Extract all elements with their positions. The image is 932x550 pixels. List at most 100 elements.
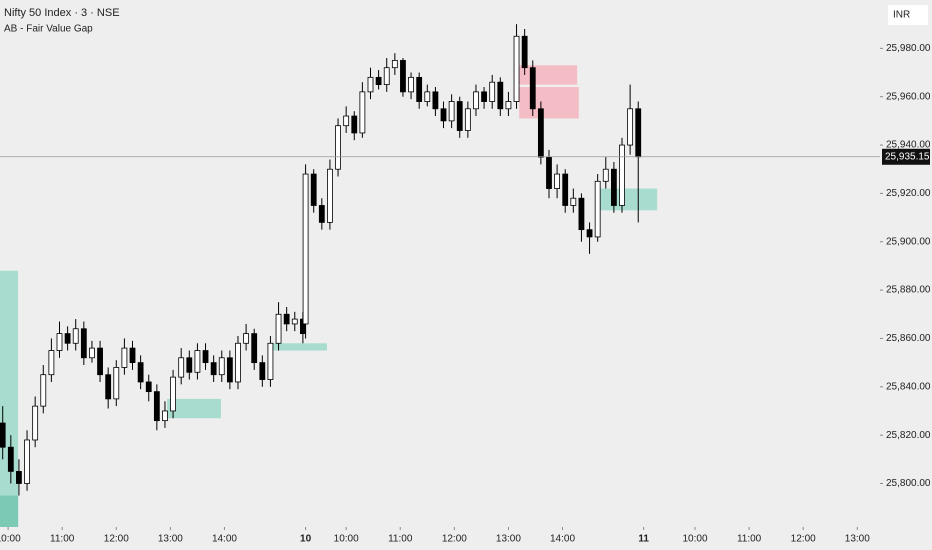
candle-body xyxy=(432,91,439,110)
candle-body xyxy=(137,362,144,383)
candle-body xyxy=(335,125,341,170)
candle-body xyxy=(56,333,63,351)
candle-body xyxy=(635,108,642,158)
y-tick-label: 25,940.00 xyxy=(886,140,931,151)
currency-label[interactable]: INR xyxy=(893,10,910,21)
y-tick-label: 25,820.00 xyxy=(886,430,931,441)
y-tick-label: 25,980.00 xyxy=(886,43,931,54)
x-tick-label: 11:00 xyxy=(388,534,413,545)
candle-body xyxy=(562,173,569,206)
candle-body xyxy=(546,156,552,189)
candle-body xyxy=(48,350,55,376)
candle-body xyxy=(40,374,47,407)
candle-body xyxy=(105,374,112,400)
candle-body xyxy=(318,205,325,223)
candle-body xyxy=(210,362,217,376)
candle-body xyxy=(218,357,225,376)
candle-body xyxy=(113,367,120,400)
x-tick-label: 10:00 xyxy=(683,534,708,545)
x-tick-label: 12:00 xyxy=(104,534,129,545)
candle-body xyxy=(145,381,152,393)
candle-body xyxy=(89,347,95,359)
fvg-zone xyxy=(519,65,578,85)
candle-body xyxy=(481,91,487,102)
candle-body xyxy=(194,350,201,373)
candle-body xyxy=(129,347,136,364)
x-tick-label: 12:00 xyxy=(791,534,816,545)
candle-body xyxy=(291,318,298,325)
candle-body xyxy=(153,391,160,422)
candle-body xyxy=(619,144,625,206)
candle-body xyxy=(424,91,431,102)
candle-body xyxy=(259,362,266,380)
candle-body xyxy=(570,197,577,206)
x-tick-label: 14:00 xyxy=(550,534,575,545)
x-tick-label: 11:00 xyxy=(737,534,762,545)
candle-body xyxy=(594,180,601,238)
candle-body xyxy=(16,470,22,484)
candle-body xyxy=(327,168,333,223)
candle-body xyxy=(0,422,6,448)
candle-body xyxy=(367,76,374,93)
candle-body xyxy=(226,357,233,383)
candle-body xyxy=(80,328,87,359)
y-tick-label: 25,840.00 xyxy=(886,381,931,392)
last-price-box xyxy=(882,148,930,165)
indicator-name: AB - Fair Value Gap xyxy=(4,24,93,35)
x-tick-label: 10 xyxy=(300,534,312,545)
fvg-zone xyxy=(272,343,327,351)
candle-body xyxy=(178,357,185,378)
candle-body xyxy=(610,168,617,206)
x-tick-label: 10:00 xyxy=(334,534,359,545)
y-tick-label: 25,880.00 xyxy=(886,285,931,296)
candle-body xyxy=(170,376,176,412)
candle-body xyxy=(586,229,593,238)
candle-body xyxy=(7,446,14,472)
candle-body xyxy=(497,81,504,110)
candle-body xyxy=(235,342,241,383)
candle-body xyxy=(24,439,30,484)
candle-body xyxy=(267,342,274,380)
candle-body xyxy=(359,91,366,134)
candle-body xyxy=(505,101,512,110)
y-tick-label: 25,860.00 xyxy=(886,333,931,344)
candle-body xyxy=(554,173,560,189)
x-tick-label: 13:00 xyxy=(845,534,870,545)
candle-body xyxy=(302,173,309,325)
candle-body xyxy=(121,347,128,368)
x-tick-label: 14:00 xyxy=(212,534,237,545)
fvg-zone xyxy=(600,188,658,211)
currency-box[interactable] xyxy=(888,5,928,25)
candle-body xyxy=(202,350,209,364)
candle-body xyxy=(578,197,585,231)
x-tick-label: 13:00 xyxy=(158,534,183,545)
candle-body xyxy=(383,67,390,86)
candle-body xyxy=(416,76,423,102)
candle-body xyxy=(408,76,414,93)
fvg-zone xyxy=(0,495,19,527)
x-tick-label: 11:00 xyxy=(50,534,75,545)
candle-body xyxy=(186,357,193,373)
candle-body xyxy=(391,60,398,69)
last-price-label: 25,935.15 xyxy=(885,151,930,162)
candle-body xyxy=(521,35,528,69)
x-tick-label: 12:00 xyxy=(442,534,467,545)
candle-body xyxy=(537,108,544,158)
candle-body xyxy=(32,405,39,441)
candle-body xyxy=(162,410,168,422)
candle-body xyxy=(64,333,71,344)
candle-body xyxy=(489,81,496,102)
x-tick-label: 13:00 xyxy=(496,534,521,545)
chart-title: Nifty 50 Index · 3 · NSE xyxy=(4,7,120,19)
candle-body xyxy=(243,333,249,344)
candle-body xyxy=(375,76,382,86)
candle-body xyxy=(464,108,471,131)
candle-body xyxy=(529,67,536,110)
y-tick-label: 25,900.00 xyxy=(886,236,931,247)
fvg-zone xyxy=(167,398,221,419)
y-tick-label: 25,960.00 xyxy=(886,91,931,102)
y-tick-label: 25,800.00 xyxy=(886,478,931,489)
x-tick-label: 10:00 xyxy=(0,534,21,545)
